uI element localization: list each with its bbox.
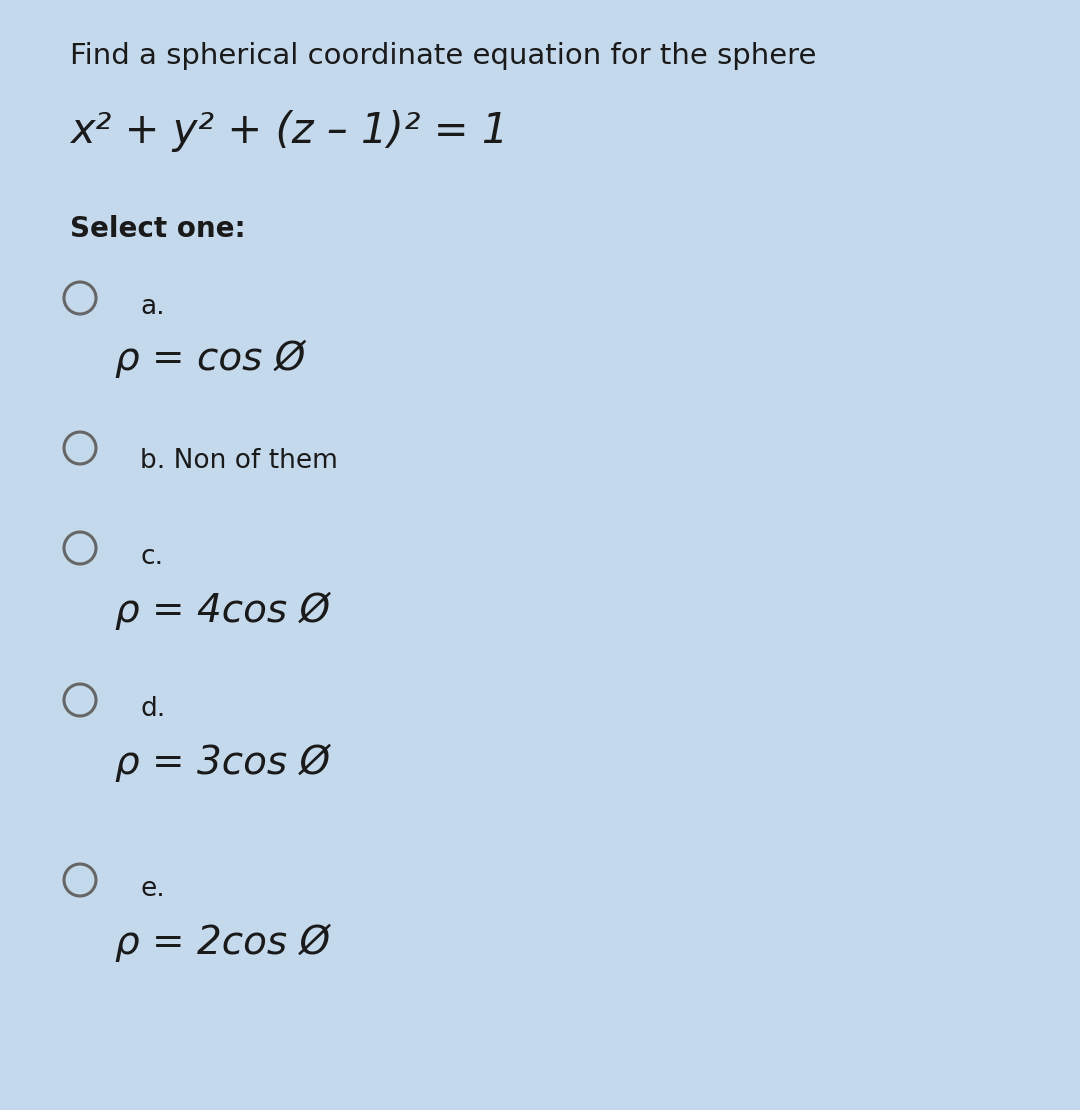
Text: b. Non of them: b. Non of them <box>140 448 338 474</box>
Text: ρ = 3cos Ø: ρ = 3cos Ø <box>114 744 330 783</box>
Text: Find a spherical coordinate equation for the sphere: Find a spherical coordinate equation for… <box>70 42 816 70</box>
Text: a.: a. <box>140 294 164 320</box>
Text: x² + y² + (z – 1)² = 1: x² + y² + (z – 1)² = 1 <box>70 110 509 152</box>
Text: c.: c. <box>140 544 163 571</box>
Text: ρ = cos Ø: ρ = cos Ø <box>114 340 306 379</box>
Text: Select one:: Select one: <box>70 215 245 243</box>
Text: e.: e. <box>140 876 165 902</box>
Text: ρ = 4cos Ø: ρ = 4cos Ø <box>114 592 330 630</box>
Text: d.: d. <box>140 696 165 722</box>
Text: ρ = 2cos Ø: ρ = 2cos Ø <box>114 924 330 962</box>
